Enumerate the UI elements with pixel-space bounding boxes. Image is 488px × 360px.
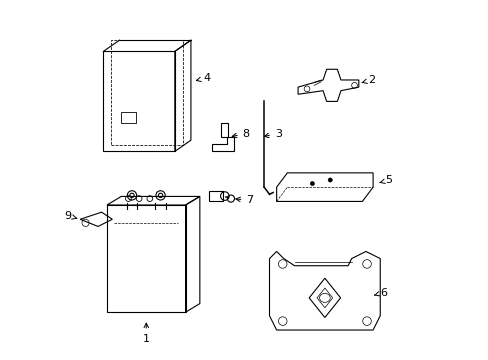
Text: 1: 1 (142, 323, 149, 343)
Text: 4: 4 (196, 73, 210, 83)
Text: 6: 6 (374, 288, 386, 297)
Circle shape (327, 178, 332, 182)
Text: 5: 5 (379, 175, 392, 185)
Text: 2: 2 (362, 75, 374, 85)
Text: 3: 3 (264, 129, 281, 139)
Text: 8: 8 (232, 129, 249, 139)
Text: 9: 9 (64, 211, 77, 221)
Text: 7: 7 (235, 195, 253, 205)
Circle shape (309, 181, 314, 186)
